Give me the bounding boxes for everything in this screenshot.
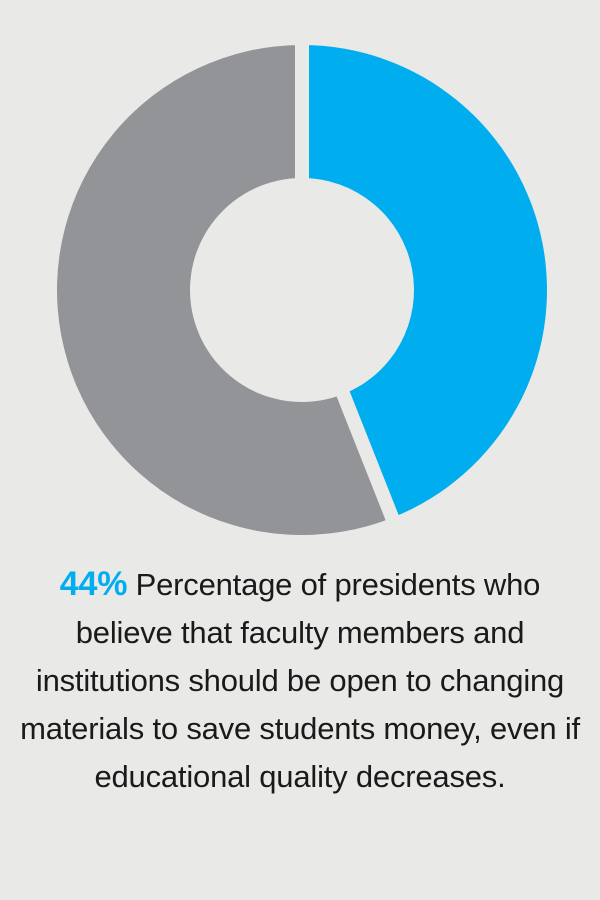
caption-percent: 44% bbox=[59, 565, 128, 603]
donut-slice-0 bbox=[302, 45, 547, 518]
donut-chart bbox=[56, 45, 547, 535]
caption: 44% Percentage of presidents who believe… bbox=[20, 560, 580, 801]
slice-gap-1 bbox=[335, 389, 401, 525]
donut-slice-1 bbox=[56, 45, 393, 535]
caption-text: Percentage of presidents who believe tha… bbox=[20, 567, 580, 794]
